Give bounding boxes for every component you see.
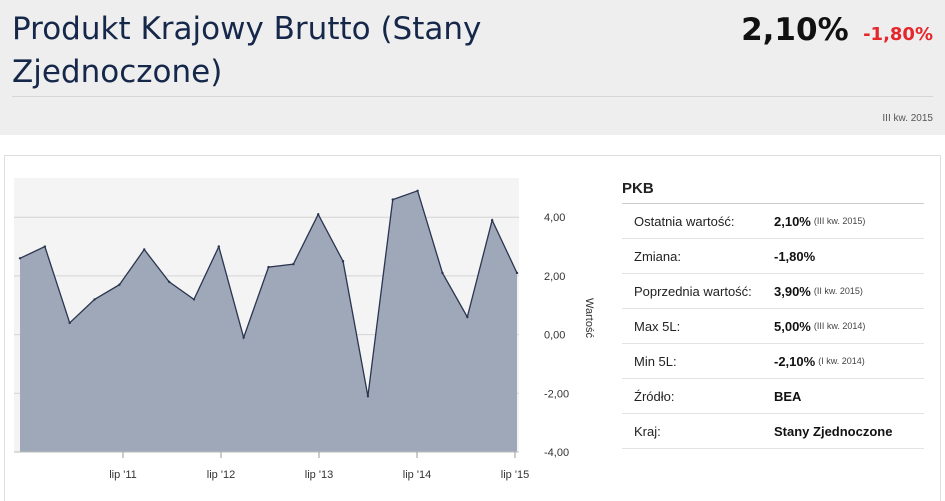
data-point bbox=[317, 213, 320, 216]
page-title: Produkt Krajowy Brutto (Stany Zjednoczon… bbox=[12, 11, 482, 90]
info-row-label: Poprzednia wartość: bbox=[634, 283, 752, 299]
info-row-value: 3,90% bbox=[774, 283, 811, 299]
current-value: 2,10% bbox=[741, 12, 849, 48]
data-point bbox=[515, 271, 519, 275]
info-row-note: (II kw. 2015) bbox=[813, 286, 863, 296]
data-point bbox=[292, 262, 295, 266]
change-value: -1,80% bbox=[863, 24, 933, 45]
info-title-divider bbox=[622, 203, 924, 204]
series-area bbox=[20, 190, 517, 452]
info-row-label: Min 5L: bbox=[634, 353, 677, 369]
y-tick-label: -4,00 bbox=[544, 447, 569, 459]
info-row: Źródło: BEA bbox=[622, 379, 924, 414]
data-point bbox=[217, 245, 220, 248]
y-axis-title: Wartość bbox=[583, 298, 595, 338]
data-point bbox=[192, 298, 196, 301]
info-row-value: -1,80% bbox=[774, 248, 816, 264]
info-row-note: (I kw. 2014) bbox=[818, 356, 865, 366]
x-tick-label: lip '15 bbox=[501, 469, 529, 481]
value-block: 2,10% -1,80% bbox=[741, 12, 933, 48]
info-row: Min 5L: -2,10% (I kw. 2014) bbox=[622, 344, 924, 379]
info-row-label: Ostatnia wartość: bbox=[634, 213, 735, 229]
x-tick-label: lip '14 bbox=[403, 469, 431, 481]
data-point bbox=[341, 260, 345, 263]
info-row-value: BEA bbox=[774, 388, 802, 404]
data-point bbox=[267, 265, 270, 269]
info-row: Kraj: Stany Zjednoczone bbox=[622, 414, 924, 449]
data-point bbox=[242, 336, 245, 339]
info-row: Zmiana: -1,80% bbox=[622, 239, 924, 274]
x-tick-label: lip '12 bbox=[207, 469, 235, 481]
data-point bbox=[366, 395, 370, 398]
data-point bbox=[441, 271, 444, 275]
data-point bbox=[490, 218, 494, 222]
y-tick-label: 4,00 bbox=[544, 212, 565, 224]
info-row-label: Zmiana: bbox=[634, 248, 681, 264]
data-point bbox=[167, 280, 171, 283]
info-row-value: 5,00% bbox=[774, 318, 811, 334]
data-point bbox=[416, 189, 419, 193]
data-point bbox=[143, 248, 146, 251]
data-point bbox=[118, 283, 121, 286]
data-point bbox=[18, 257, 22, 260]
header-divider bbox=[12, 96, 933, 97]
info-row-label: Kraj: bbox=[634, 423, 661, 439]
y-tick-label: 0,00 bbox=[544, 330, 565, 342]
data-point bbox=[391, 198, 394, 201]
info-rows: Ostatnia wartość: 2,10% (III kw. 2015) Zmia… bbox=[622, 204, 924, 449]
data-point bbox=[43, 245, 47, 248]
info-row-label: Max 5L: bbox=[634, 318, 681, 334]
info-row-note: (III kw. 2014) bbox=[813, 321, 866, 331]
data-point bbox=[93, 298, 96, 301]
info-row-value: Stany Zjednoczone bbox=[774, 423, 893, 439]
info-row: Poprzednia wartość: 3,90% (II kw. 2015) bbox=[622, 274, 924, 309]
info-row-label: Źródło: bbox=[634, 388, 675, 404]
data-point bbox=[466, 315, 469, 319]
x-tick-label: lip '11 bbox=[109, 469, 137, 481]
gdp-chart: -4,00 -2,00 0,00 2,00 4,00 lip '11 lip '12 lip … bbox=[14, 178, 604, 488]
x-tick-label: lip '13 bbox=[305, 469, 333, 481]
info-title: PKB bbox=[622, 180, 654, 197]
data-point bbox=[68, 321, 71, 325]
chart-svg: -4,00 -2,00 0,00 2,00 4,00 lip '11 lip '12 lip … bbox=[14, 178, 595, 481]
info-row-value: -2,10% bbox=[774, 353, 816, 369]
y-tick-label: 2,00 bbox=[544, 271, 565, 283]
info-table: PKB Ostatnia wartość: 2,10% (III kw. 2015)… bbox=[622, 178, 924, 449]
period-label: III kw. 2015 bbox=[882, 113, 933, 124]
header: Produkt Krajowy Brutto (Stany Zjednoczon… bbox=[0, 0, 945, 135]
info-row-value: 2,10% bbox=[774, 213, 811, 229]
y-tick-label: -2,00 bbox=[544, 388, 569, 400]
info-row: Max 5L: 5,00% (III kw. 2014) bbox=[622, 309, 924, 344]
info-row: Ostatnia wartość: 2,10% (III kw. 2015) bbox=[622, 204, 924, 239]
info-row-note: (III kw. 2015) bbox=[813, 216, 866, 226]
